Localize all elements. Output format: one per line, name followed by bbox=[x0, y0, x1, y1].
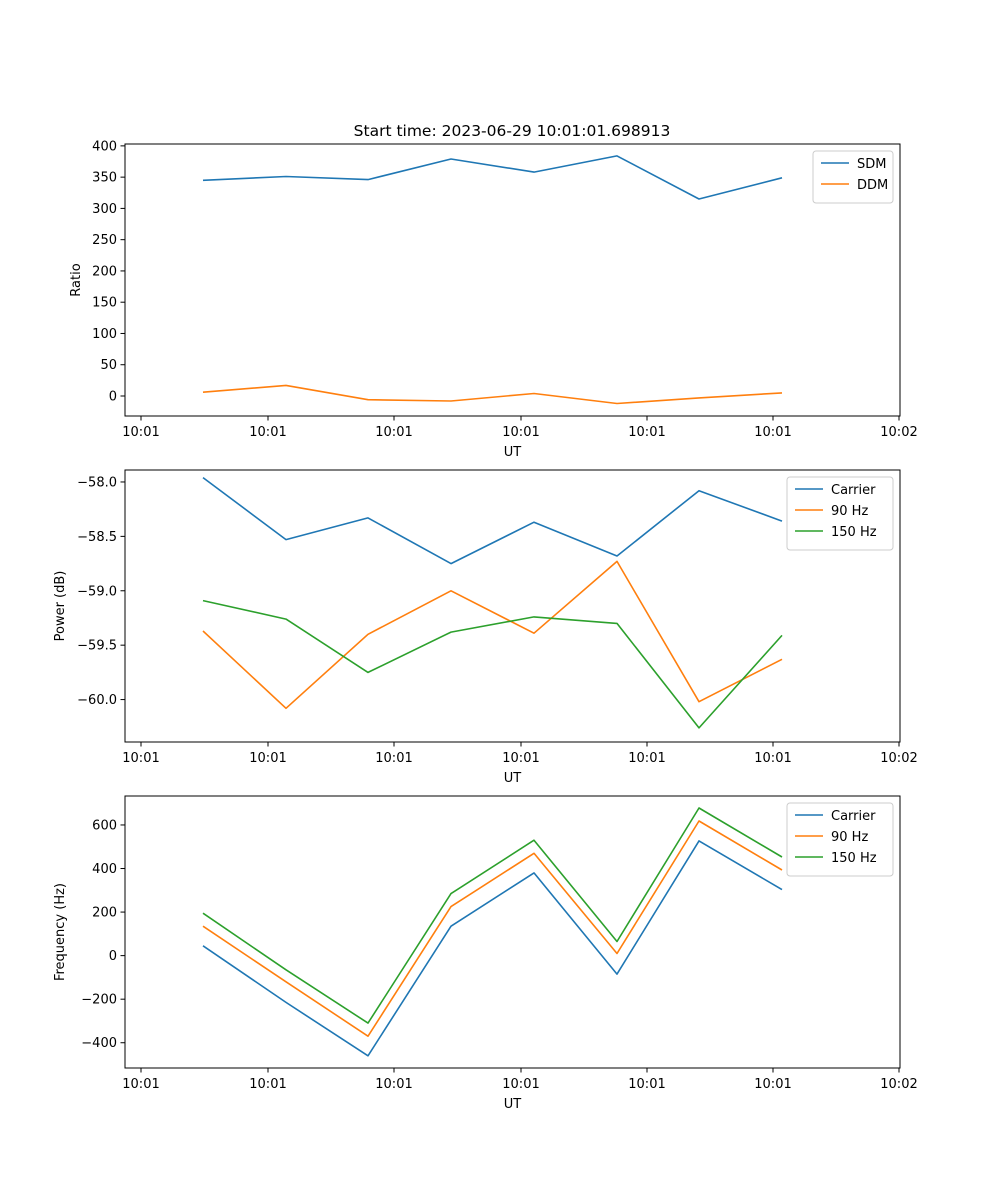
legend-box bbox=[812, 150, 894, 204]
y-tick-label: 150 bbox=[92, 296, 117, 311]
x-tick-label: 10:01 bbox=[122, 425, 159, 440]
y-tick-label: 250 bbox=[92, 233, 117, 248]
legend-label: 90 Hz bbox=[831, 504, 868, 519]
y-tick-label: 100 bbox=[92, 327, 117, 342]
y-axis-label: Power (dB) bbox=[53, 571, 68, 642]
y-tick-label: 600 bbox=[92, 818, 117, 833]
x-tick-label: 10:01 bbox=[502, 1077, 539, 1092]
x-tick-label: 10:01 bbox=[375, 425, 412, 440]
x-axis-label: UT bbox=[504, 445, 522, 460]
x-tick-label: 10:01 bbox=[754, 1077, 791, 1092]
plot-frame bbox=[124, 469, 901, 743]
x-tick-label: 10:02 bbox=[880, 751, 917, 766]
series-line-90-hz bbox=[202, 560, 783, 710]
y-axis-label: Frequency (Hz) bbox=[53, 883, 68, 981]
chart-panels: 10:01 10:01 10:01 10:01 10:01 10:01 10:02 0 50 10… bbox=[53, 139, 918, 1112]
panel-1: 10:01 10:01 10:01 10:01 10:01 10:01 10:02 0 50 10… bbox=[69, 139, 918, 460]
y-tick-label: 0 bbox=[109, 949, 117, 964]
x-tick-label: 10:01 bbox=[754, 425, 791, 440]
series-line-150-hz bbox=[202, 599, 783, 729]
x-tick-label: 10:01 bbox=[628, 1077, 665, 1092]
x-tick-label: 10:01 bbox=[249, 751, 286, 766]
legend-label: Carrier bbox=[831, 483, 876, 498]
y-tick-label: −200 bbox=[81, 993, 117, 1008]
y-axis-label: Ratio bbox=[69, 263, 84, 296]
x-tick-label: 10:01 bbox=[375, 1077, 412, 1092]
x-tick-label: 10:01 bbox=[375, 751, 412, 766]
x-tick-label: 10:01 bbox=[122, 751, 159, 766]
legend-label: 90 Hz bbox=[831, 830, 868, 845]
y-tick-label: 200 bbox=[92, 264, 117, 279]
x-tick-label: 10:01 bbox=[754, 751, 791, 766]
legend-label: DDM bbox=[857, 178, 888, 193]
x-tick-label: 10:01 bbox=[249, 1077, 286, 1092]
legend: SDM DDM bbox=[812, 150, 894, 204]
legend: Carrier 90 Hz 150 Hz bbox=[786, 476, 894, 551]
legend-label: 150 Hz bbox=[831, 525, 877, 540]
y-tick-label: 400 bbox=[92, 139, 117, 154]
x-tick-label: 10:01 bbox=[502, 751, 539, 766]
y-tick-label: −58.0 bbox=[77, 475, 117, 490]
plot-frame bbox=[124, 143, 901, 417]
x-axis-label: UT bbox=[504, 771, 522, 786]
x-tick-label: 10:01 bbox=[628, 425, 665, 440]
series-line-carrier bbox=[202, 840, 783, 1057]
legend: Carrier 90 Hz 150 Hz bbox=[786, 802, 894, 877]
x-tick-label: 10:01 bbox=[122, 1077, 159, 1092]
y-tick-label: 350 bbox=[92, 171, 117, 186]
series-line-ddm bbox=[202, 384, 783, 405]
series-line-sdm bbox=[202, 155, 783, 200]
panel-2: 10:01 10:01 10:01 10:01 10:01 10:01 10:02 −60.0… bbox=[53, 469, 918, 786]
y-tick-label: −59.5 bbox=[77, 639, 117, 654]
y-tick-label: 200 bbox=[92, 906, 117, 921]
series-line-150-hz bbox=[202, 807, 783, 1024]
series-line-carrier bbox=[202, 476, 783, 565]
x-tick-label: 10:01 bbox=[249, 425, 286, 440]
x-axis-label: UT bbox=[504, 1097, 522, 1112]
y-tick-label: 0 bbox=[109, 389, 117, 404]
chart-title: Start time: 2023-06-29 10:01:01.698913 bbox=[354, 122, 671, 140]
y-tick-label: −60.0 bbox=[77, 693, 117, 708]
series-line-90-hz bbox=[202, 820, 783, 1037]
legend-label: SDM bbox=[857, 157, 886, 172]
y-tick-label: −400 bbox=[81, 1036, 117, 1051]
x-tick-label: 10:01 bbox=[502, 425, 539, 440]
legend-label: 150 Hz bbox=[831, 851, 877, 866]
x-tick-label: 10:02 bbox=[880, 425, 917, 440]
plot-frame bbox=[124, 795, 901, 1069]
y-tick-label: −59.0 bbox=[77, 584, 117, 599]
y-tick-label: 400 bbox=[92, 862, 117, 877]
y-tick-label: 50 bbox=[100, 358, 117, 373]
x-tick-label: 10:02 bbox=[880, 1077, 917, 1092]
panel-3: 10:01 10:01 10:01 10:01 10:01 10:01 10:02 −400 −… bbox=[53, 795, 918, 1112]
y-tick-label: 300 bbox=[92, 202, 117, 217]
legend-label: Carrier bbox=[831, 809, 876, 824]
x-tick-label: 10:01 bbox=[628, 751, 665, 766]
y-tick-label: −58.5 bbox=[77, 530, 117, 545]
